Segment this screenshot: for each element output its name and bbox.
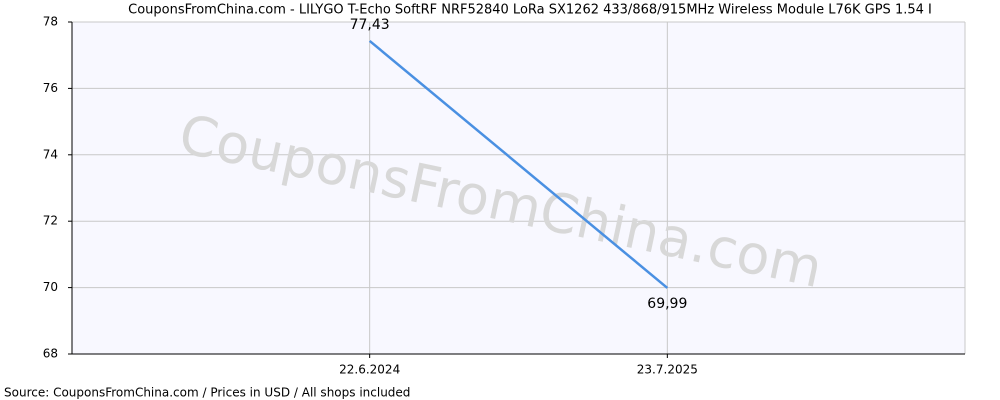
value-label: 77,43 <box>350 17 390 33</box>
y-tick-label: 74 <box>43 147 58 161</box>
y-tick-label: 70 <box>43 280 58 294</box>
y-tick-label: 72 <box>43 214 58 228</box>
x-tick-label: 23.7.2025 <box>637 363 698 377</box>
x-tick-label: 22.6.2024 <box>339 363 400 377</box>
value-label: 69,99 <box>647 296 687 312</box>
plot-area <box>72 22 965 354</box>
footer: Source: CouponsFromChina.com / Prices in… <box>4 386 410 400</box>
line-series <box>368 39 669 289</box>
chart-title: CouponsFromChina.com - LILYGO T-Echo Sof… <box>128 3 932 18</box>
y-tick-label: 76 <box>43 81 58 95</box>
y-tick-label: 68 <box>43 347 58 361</box>
y-tick-label: 78 <box>43 15 58 29</box>
